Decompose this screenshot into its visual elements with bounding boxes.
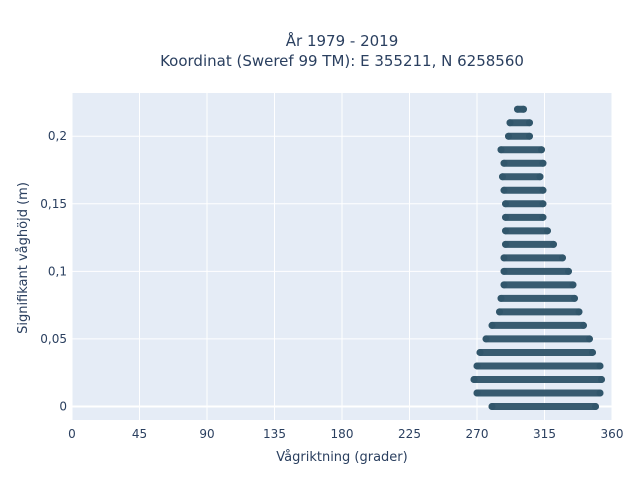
data-point: [506, 119, 514, 127]
data-point: [482, 335, 490, 343]
data-point: [592, 402, 599, 410]
x-tick-label: 0: [68, 427, 76, 441]
data-point: [598, 375, 605, 383]
data-point: [596, 362, 604, 370]
x-tick-label: 180: [331, 427, 354, 441]
data-point: [586, 335, 593, 343]
chart-title-line-2: Koordinat (Sweref 99 TM): E 355211, N 62…: [160, 52, 524, 70]
data-point: [500, 254, 508, 262]
x-tick-labels: 0 45 90 135 180 225 270 315 360: [68, 427, 623, 441]
data-point: [526, 132, 533, 140]
data-point: [470, 375, 478, 383]
data-point: [596, 389, 604, 397]
y-tick-label: 0,1: [48, 264, 67, 278]
data-point: [571, 294, 578, 302]
y-tick-label: 0,05: [40, 332, 67, 346]
data-points: [470, 105, 605, 410]
data-point: [539, 200, 547, 208]
x-tick-label: 90: [199, 427, 214, 441]
data-point: [502, 213, 509, 221]
data-point: [500, 267, 508, 275]
y-tick-label: 0,15: [40, 197, 67, 211]
data-point: [575, 308, 583, 316]
data-point: [502, 200, 509, 208]
y-tick-label: 0: [59, 399, 67, 413]
x-tick-label: 135: [263, 427, 286, 441]
x-tick-label: 270: [466, 427, 489, 441]
x-tick-label: 225: [398, 427, 421, 441]
data-point: [500, 186, 508, 194]
data-point: [497, 146, 505, 154]
data-point: [502, 240, 509, 248]
data-point: [497, 294, 505, 302]
data-point: [505, 132, 512, 140]
data-point: [488, 321, 496, 329]
data-point: [559, 254, 566, 262]
data-point: [502, 227, 509, 235]
data-point: [569, 281, 577, 289]
y-tick-labels: 0 0,05 0,1 0,15 0,2: [40, 129, 67, 413]
data-point: [589, 348, 596, 356]
data-point: [473, 362, 481, 370]
data-point: [544, 227, 551, 235]
data-point: [539, 186, 547, 194]
chart-title-line-1: År 1979 - 2019: [286, 31, 399, 50]
data-point: [514, 105, 521, 113]
data-point: [580, 321, 587, 329]
data-point: [473, 389, 481, 397]
y-axis-title: Signifikant våghöjd (m): [16, 182, 31, 334]
data-point: [550, 240, 557, 248]
data-point: [536, 173, 544, 181]
data-point: [565, 267, 572, 275]
x-tick-label: 45: [132, 427, 147, 441]
data-point: [539, 159, 547, 167]
x-tick-label: 315: [533, 427, 556, 441]
x-axis-title: Vågriktning (grader): [276, 450, 407, 465]
data-point: [538, 146, 545, 154]
data-point: [520, 105, 527, 113]
data-point: [496, 308, 503, 316]
data-point: [539, 213, 547, 221]
x-tick-label: 360: [601, 427, 624, 441]
data-point: [500, 159, 508, 167]
data-point: [488, 402, 496, 410]
data-point: [500, 281, 508, 289]
data-point: [476, 348, 484, 356]
data-point: [499, 173, 506, 181]
data-point: [526, 119, 533, 127]
y-tick-label: 0,2: [48, 129, 67, 143]
